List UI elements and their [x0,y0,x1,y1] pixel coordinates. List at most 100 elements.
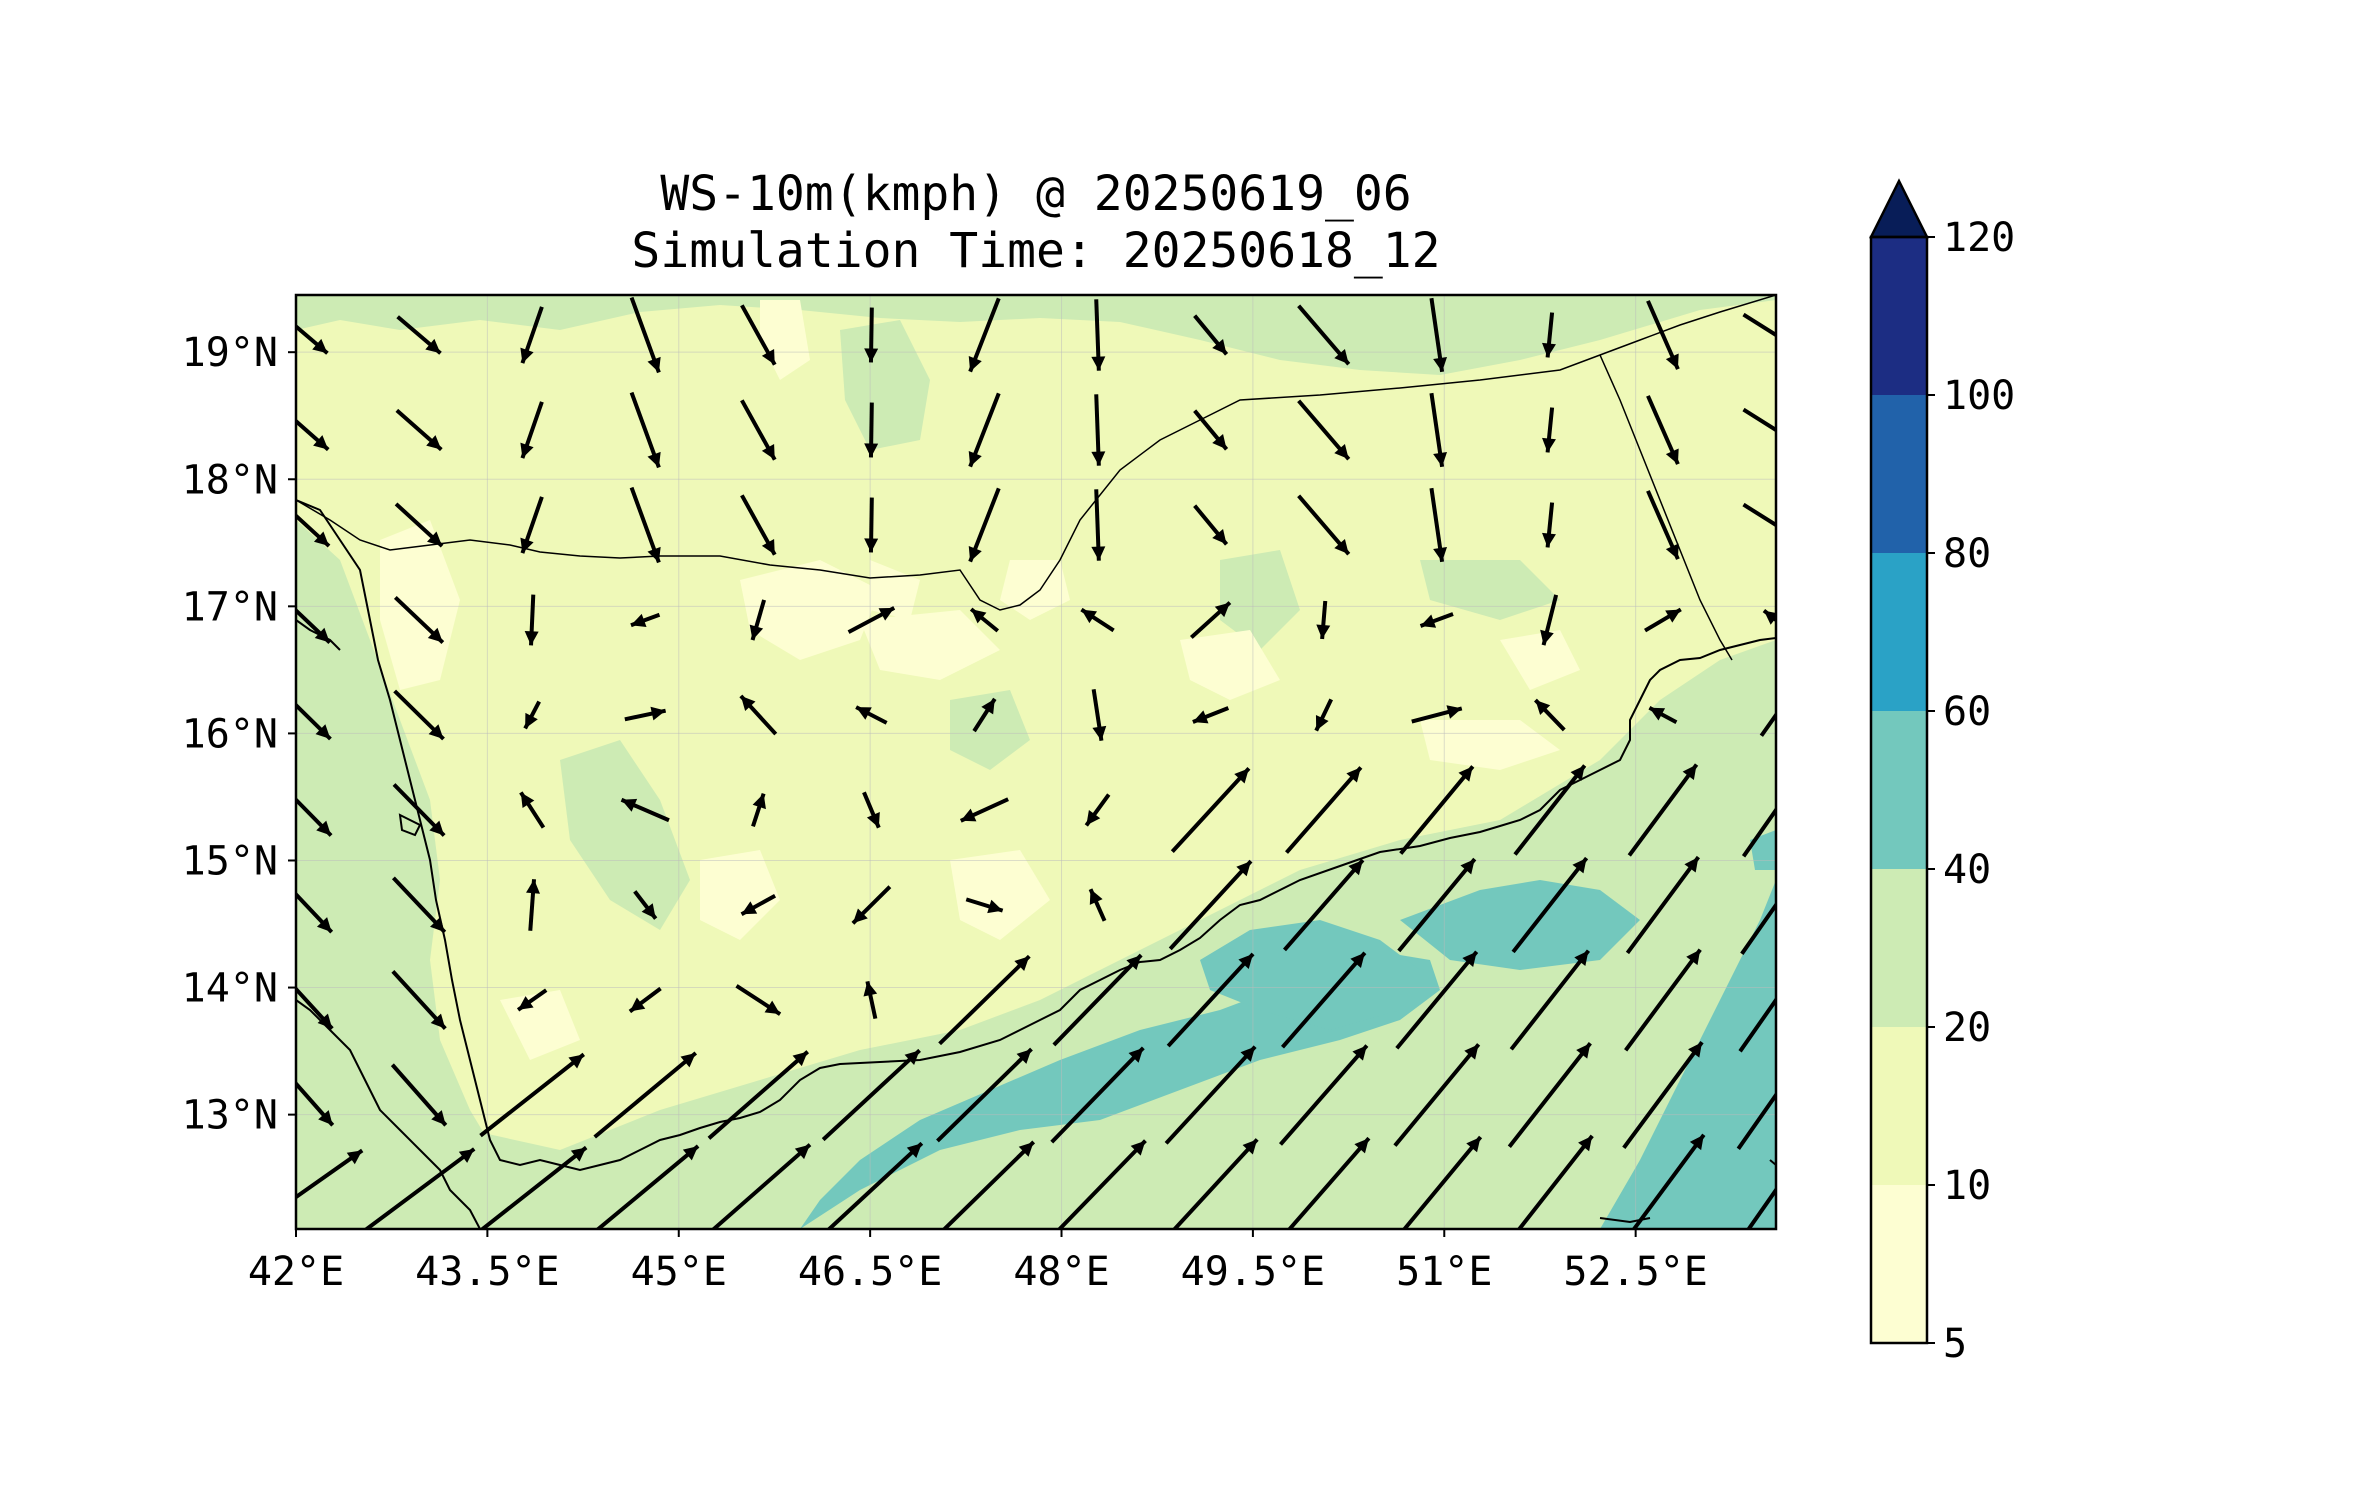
wind-arrow [633,890,658,920]
contour-region-20-40 [950,690,1030,770]
wind-arrow [1050,1046,1145,1144]
wind-arrow [855,705,888,725]
wind-arrow [965,897,1004,914]
wind-arrow [862,791,881,829]
y-tick-label: 18°N [182,457,278,503]
wind-arrow [1088,888,1107,922]
wind-arrow [1192,706,1230,724]
wind-arrow [863,980,878,1020]
wind-arrow [296,891,334,934]
colorbar-tick-label: 40 [1943,847,1991,893]
wind-arrow [1509,949,1591,1051]
wind-arrow [523,700,541,730]
contour-region-5-10 [1500,630,1580,690]
wind-arrow [1648,706,1678,724]
x-tick-label: 49.5°E [1181,1249,1326,1295]
wind-arrow [864,402,879,458]
x-tick-label: 51°E [1396,1249,1492,1295]
wind-arrow [1168,859,1253,951]
wind-arrow [938,954,1031,1046]
wind-arrow [1419,612,1454,628]
colorbar-segment [1871,1027,1927,1185]
y-tick-label: 19°N [182,330,278,376]
wind-arrow [519,791,546,829]
x-axis: 42°E 43.5°E 45°E 46.5°E 48°E 49.5°E 51°E 52.5°E [248,1229,1708,1295]
contour-region-20-40 [560,740,690,930]
wind-arrow [1091,489,1106,561]
contour-region-5-10 [1420,720,1560,770]
wind-arrow [629,296,661,374]
colorbar-tick-label: 60 [1943,689,1991,735]
wind-arrow [1287,1136,1371,1229]
wind-arrow [1164,1045,1257,1145]
wind-arrow [1193,314,1229,356]
wind-arrow [968,487,1001,563]
wind-arrow [847,606,896,634]
wind-arrow [1746,1186,1776,1229]
y-tick-label: 13°N [182,1093,278,1139]
colorbar-tick-label: 20 [1943,1005,1991,1051]
wind-arrow [391,876,447,934]
wind-arrow [826,1141,924,1229]
wind-arrow [1507,1042,1592,1148]
wind-arrow [936,1047,1033,1143]
coastline [398,813,422,837]
wind-arrow [969,607,1000,633]
wind-arrow [1193,504,1229,546]
wind-arrow [1742,407,1776,433]
wind-arrow [524,594,539,646]
colorbar-segment [1871,1185,1927,1343]
gridlines [296,295,1776,1229]
wind-arrow [1285,766,1363,854]
wind-arrow [1091,299,1106,371]
contour-region-40-60 [1600,880,1776,1229]
border-line [296,295,1776,611]
wind-arrow [1429,392,1448,468]
y-axis: 13°N 14°N 15°N 16°N 17°N 18°N 19°N [182,330,296,1139]
wind-arrow [1742,312,1776,338]
wind-arrow [520,496,544,554]
wind-arrow [710,1143,812,1229]
wind-arrow [1542,502,1556,548]
wind-arrow [707,1050,810,1140]
colorbar-tick-label: 120 [1943,215,2015,261]
wind-arrow [959,797,1009,823]
x-tick-label: 45°E [631,1249,727,1295]
wind-arrow [1627,763,1699,857]
x-tick-label: 42°E [248,1249,344,1295]
wind-arrow [1736,1091,1776,1150]
wind-arrow [620,797,670,823]
wind-arrow [393,596,445,644]
wind-arrow [1297,304,1351,366]
wind-arrow [1513,764,1587,856]
wind-arrow [296,513,331,548]
wind-arrow [1189,601,1232,639]
wind-arrow [1631,1133,1706,1229]
wind-arrow [1625,855,1701,955]
contour-region-5-10 [860,610,1000,680]
wind-arrow [1399,765,1475,855]
wind-arrow [296,1080,335,1127]
wind-arrow [394,502,444,548]
wind-arrow [1624,948,1702,1052]
wind-arrow [1759,711,1776,737]
wind-arrow [296,1148,364,1200]
wind-arrow [1283,858,1365,952]
map-subtitle: Simulation Time: 20250618_12 [631,223,1441,279]
map-panel [296,295,1776,1229]
wind-arrow [1171,1138,1259,1229]
wind-arrow [624,706,667,722]
wind-arrow [1516,1134,1594,1229]
wind-arrow [1052,953,1143,1047]
wind-arrow [740,893,777,917]
wind-arrow [864,307,879,363]
contour-region-20-40 [1420,560,1560,620]
wind-arrow [968,297,1001,373]
wind-arrow [1193,409,1229,451]
map-frame [294,293,1778,1231]
contour-region-20-40 [296,295,1776,375]
wind-arrow [1646,300,1680,370]
contour-region-5-10 [740,560,880,660]
wind-arrow [972,697,997,733]
